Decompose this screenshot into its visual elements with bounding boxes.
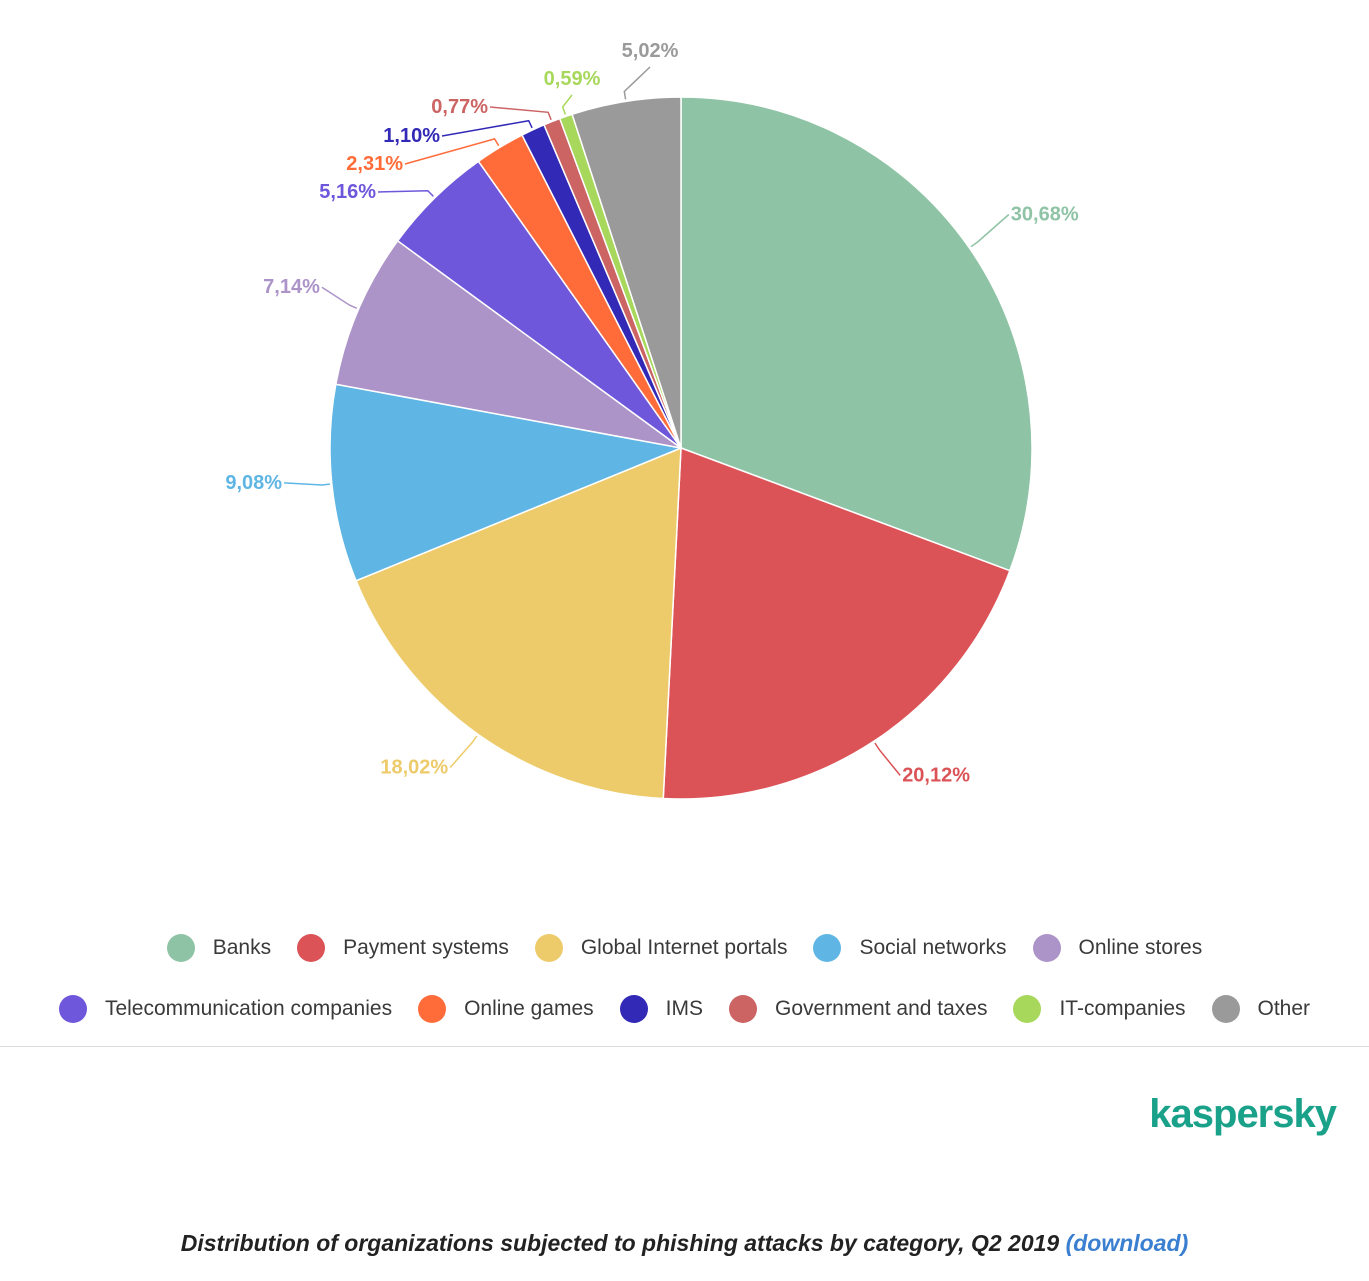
caption-text: Distribution of organizations subjected … [180, 1230, 1060, 1256]
pie-slice-other[interactable] [571, 96, 682, 449]
legend-item-it-companies[interactable]: IT-companies [1013, 995, 1186, 1023]
kaspersky-logo: kaspersky [1149, 1092, 1337, 1136]
pie-slice-payment-systems[interactable] [662, 446, 1011, 800]
legend-label: Payment systems [343, 936, 509, 959]
legend-dot-icon [619, 995, 648, 1023]
legend-row-1: Banks Payment systems Global Internet port… [0, 934, 1369, 962]
download-link[interactable]: (download) [1065, 1230, 1189, 1256]
leader-line-it-companies [561, 94, 573, 115]
legend-dot-icon [297, 934, 326, 962]
leader-line-other [623, 66, 651, 100]
pie-slice-global-internet-portals[interactable] [355, 446, 682, 800]
legend-dot-icon [1032, 934, 1061, 962]
legend-dot-icon [1013, 995, 1042, 1023]
leader-line-government-and-taxes [489, 106, 552, 121]
legend-label: Global Internet portals [580, 936, 788, 959]
legend-dot-icon [729, 995, 757, 1023]
legend-dot-icon [418, 995, 447, 1023]
legend-label: Online games [464, 997, 594, 1020]
data-label-online-games: 2,31% [346, 153, 403, 175]
legend-label: Government and taxes [775, 997, 988, 1020]
legend-row-2: Telecommunication companies Online games I… [0, 995, 1369, 1023]
legend-item-banks[interactable]: Banks [166, 934, 272, 962]
leader-line-telecommunication-companies [377, 189, 434, 197]
legend-item-telecommunication-companies[interactable]: Telecommunication companies [58, 995, 393, 1023]
legend-label: Online stores [1078, 936, 1203, 959]
legend-item-online-games[interactable]: Online games [418, 995, 594, 1023]
legend-item-ims[interactable]: IMS [619, 995, 703, 1023]
data-label-global-internet-portals: 18,02% [380, 757, 448, 779]
leader-line-ims [441, 119, 533, 137]
leader-line-social-networks [284, 482, 330, 486]
legend-label: Banks [212, 936, 272, 959]
legend-item-other[interactable]: Other [1211, 995, 1311, 1023]
legend-item-online-stores[interactable]: Online stores [1032, 934, 1203, 962]
data-label-online-stores: 7,14% [263, 276, 320, 298]
divider [0, 1046, 1369, 1047]
data-label-other: 5,02% [622, 40, 679, 62]
legend-dot-icon [1211, 995, 1240, 1023]
data-label-telecommunication-companies: 5,16% [319, 181, 376, 203]
data-label-ims: 1,10% [383, 125, 440, 147]
data-label-banks: 30,68% [1011, 204, 1079, 226]
legend-label: Social networks [859, 936, 1007, 959]
legend-dot-icon [534, 934, 563, 962]
legend-label: Other [1257, 997, 1311, 1020]
legend-item-social-networks[interactable]: Social networks [813, 934, 1007, 962]
data-label-it-companies: 0,59% [544, 68, 601, 90]
data-label-social-networks: 9,08% [225, 472, 282, 494]
legend-label: IT-companies [1059, 997, 1186, 1020]
leader-line-global-internet-portals [449, 735, 478, 768]
legend-item-global-internet-portals[interactable]: Global Internet portals [534, 934, 788, 962]
leader-line-online-games [404, 138, 500, 165]
legend-label: Telecommunication companies [104, 997, 393, 1020]
legend-label: IMS [665, 997, 703, 1020]
chart-caption: Distribution of organizations subjected … [0, 1230, 1369, 1257]
pie-chart: 30,68% 20,12% 18,02% 9,08% 7,14% 5,16% 2,31% 1,… [225, 40, 1079, 800]
legend-dot-icon [166, 934, 195, 962]
legend-dot-icon [813, 934, 842, 962]
data-label-payment-systems: 20,12% [902, 764, 970, 786]
data-label-government-and-taxes: 0,77% [431, 96, 488, 118]
leader-line-banks [970, 213, 1010, 248]
legend-item-government-and-taxes[interactable]: Government and taxes [729, 995, 987, 1023]
legend-item-payment-systems[interactable]: Payment systems [297, 934, 509, 962]
pie-slice-online-stores[interactable] [334, 239, 682, 449]
leader-line-payment-systems [874, 742, 901, 776]
pie-slice-banks[interactable] [680, 96, 1033, 572]
legend-dot-icon [58, 995, 87, 1023]
pie-slice-social-networks[interactable] [329, 383, 684, 582]
leader-line-online-stores [321, 286, 358, 309]
